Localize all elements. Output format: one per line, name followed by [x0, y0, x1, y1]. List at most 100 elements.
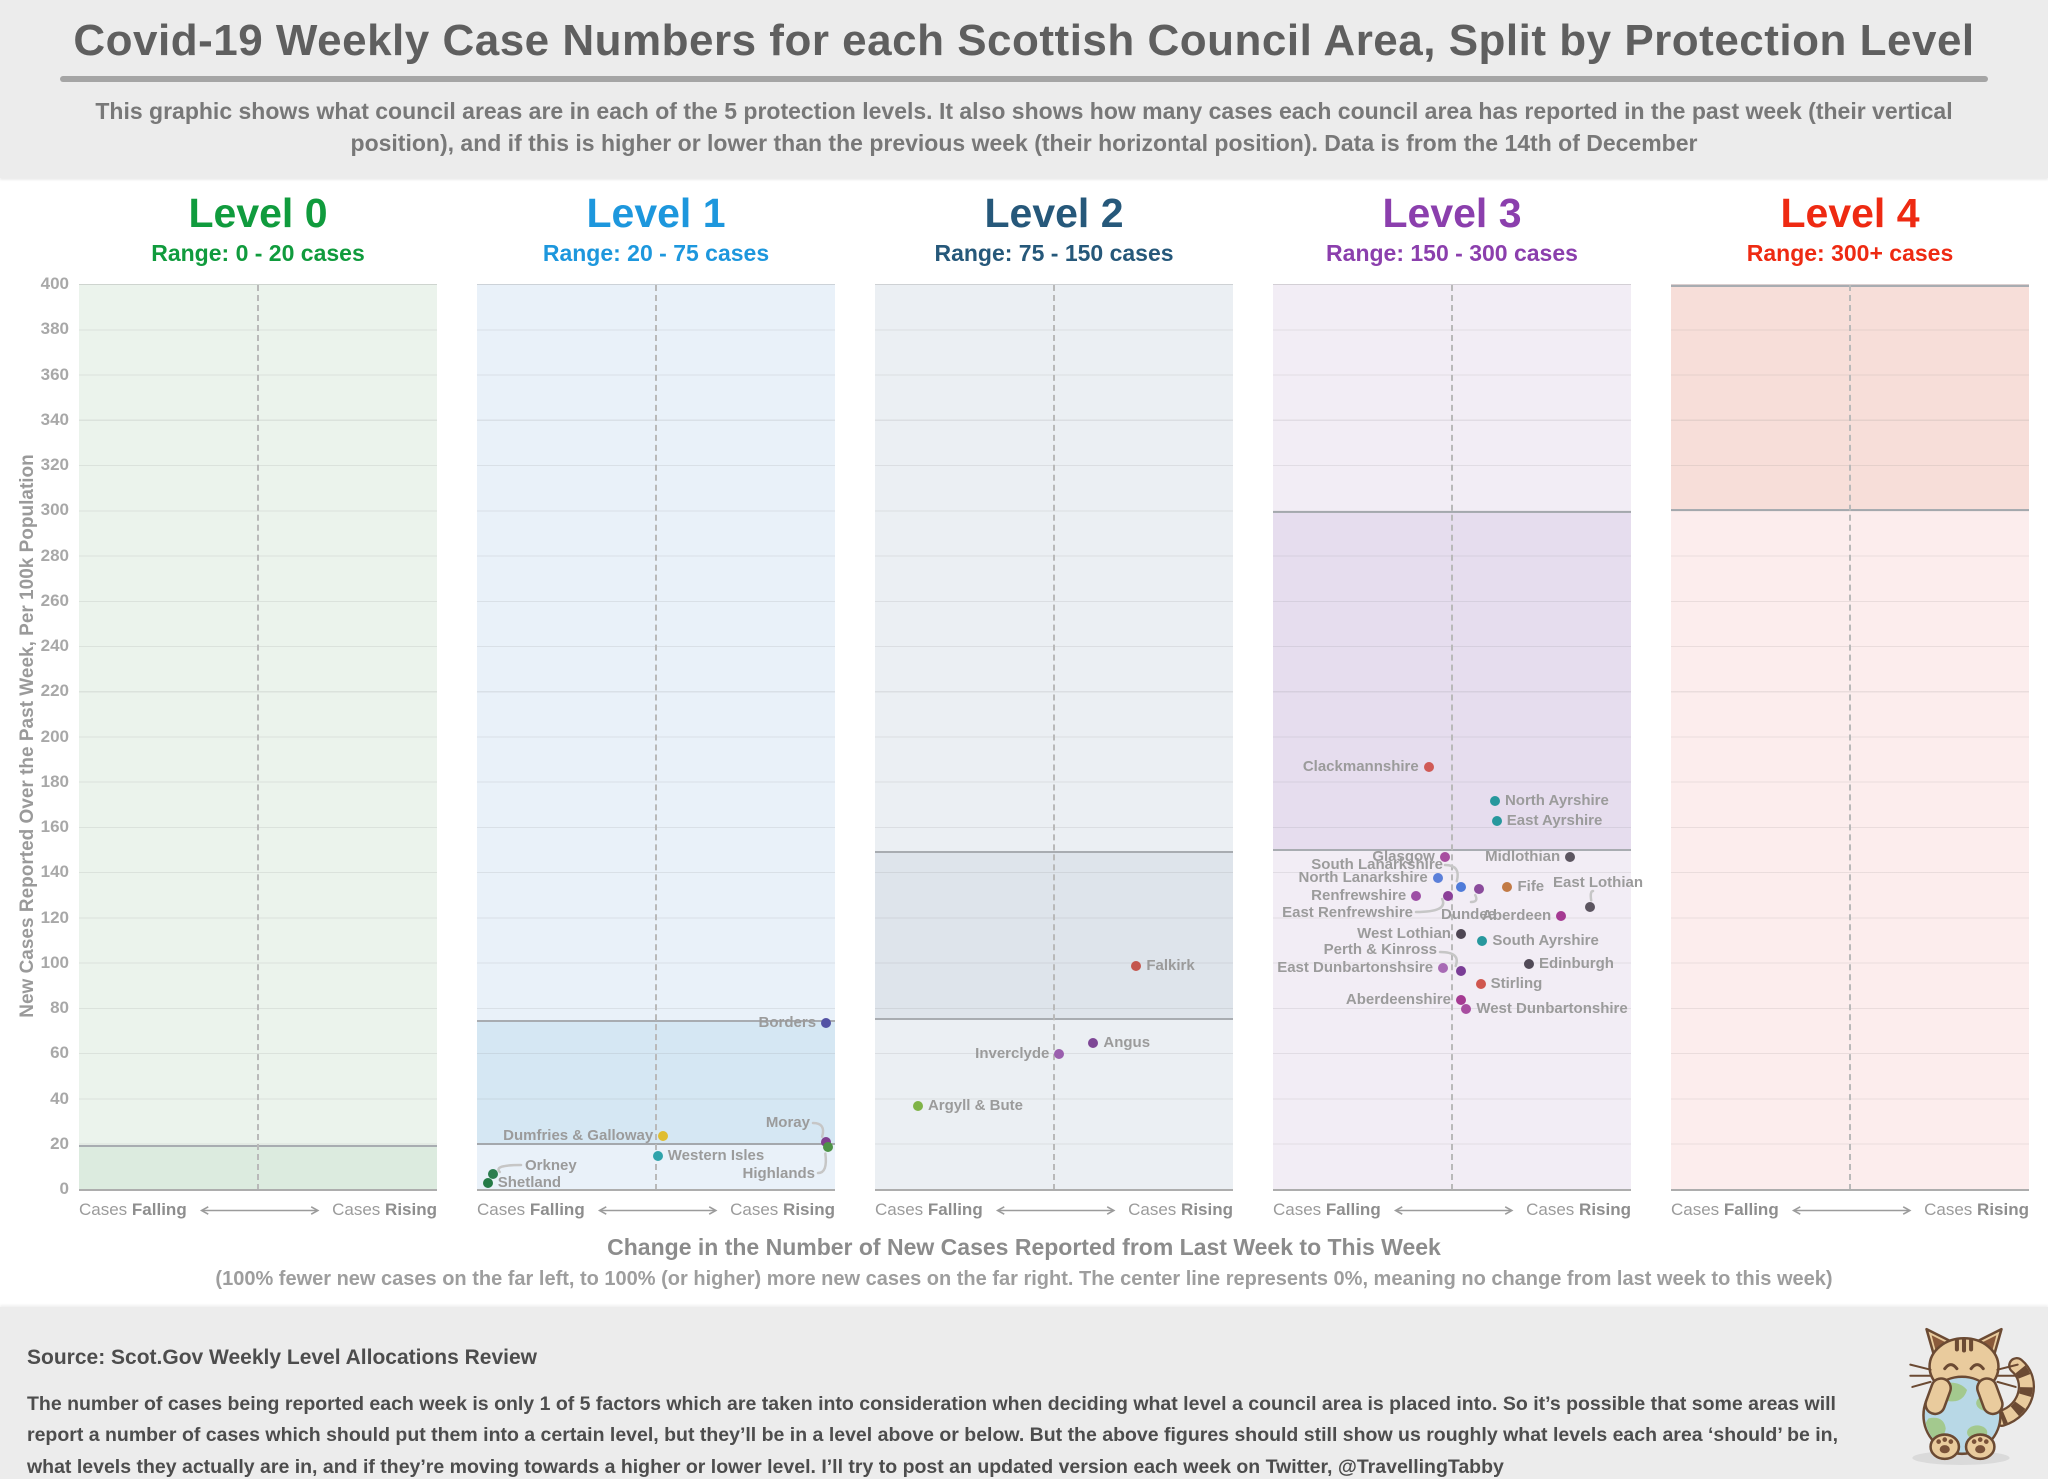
data-point-angus [1088, 1037, 1099, 1048]
label-dundee: Dundee [1441, 906, 1497, 923]
level-header-level-2: Level 2 Range: 75 - 150 cases [875, 190, 1233, 267]
panel-level-1: Borders Dumfries & Galloway Moray Highlands… [477, 284, 835, 1191]
level-header-level-1: Level 1 Range: 20 - 75 cases [477, 190, 835, 267]
x-axis-line [477, 1189, 835, 1191]
data-point-stirling [1475, 979, 1486, 990]
y-tick-0: 0 [59, 1179, 69, 1198]
level-title: Level 0 [188, 190, 328, 236]
level-range: Range: 300+ cases [1746, 240, 1954, 266]
y-tick-400: 400 [40, 274, 69, 293]
data-point-perth-kinross [1455, 965, 1466, 976]
label-renfrewshire: Renfrewshire [1311, 886, 1407, 904]
panel-level-3: Clackmannshire North Ayrshire East Ayrshir… [1273, 284, 1643, 1191]
data-point-inverclyde [1054, 1049, 1065, 1060]
cases-falling-label: Cases Falling [875, 1200, 983, 1219]
level-header-level-3: Level 3 Range: 150 - 300 cases [1273, 190, 1631, 267]
cases-rising-label: Cases Rising [1924, 1200, 2029, 1219]
x-axis-line [875, 1189, 1233, 1191]
y-tick-120: 120 [40, 907, 69, 927]
data-point-orkney [488, 1169, 499, 1180]
level-range: Range: 0 - 20 cases [151, 240, 365, 266]
data-point-north-lanarkshire [1432, 872, 1443, 883]
y-tick-180: 180 [40, 771, 69, 791]
data-point-clackmannshire [1423, 761, 1434, 772]
label-south-lanarkshire: South Lanarkshire [1311, 856, 1443, 873]
level-range: Range: 20 - 75 cases [542, 240, 770, 266]
x-axis-title: Change in the Number of New Cases Report… [607, 1234, 1441, 1260]
y-tick-80: 80 [50, 998, 69, 1017]
level-title: Level 3 [1382, 190, 1522, 236]
data-point-west-lothian [1455, 929, 1466, 940]
y-tick-300: 300 [40, 500, 69, 520]
label-east-ayrshire: East Ayrshire [1506, 812, 1603, 830]
label-clackmannshire: Clackmannshire [1302, 757, 1419, 775]
label-western-isles: Western Isles [667, 1147, 765, 1165]
data-point-south-lanarkshire [1455, 881, 1466, 892]
panel-level-2: Falkirk Angus Inverclyde Argyll & Bute [875, 284, 1233, 1191]
y-tick-160: 160 [40, 817, 69, 836]
page-subtitle: This graphic shows what council areas ar… [95, 98, 1953, 156]
cases-rising-label: Cases Rising [1128, 1200, 1233, 1219]
label-east-dunbartonshsire: East Dunbartonshsire [1277, 959, 1434, 977]
y-tick-340: 340 [40, 409, 69, 429]
y-tick-100: 100 [40, 952, 69, 972]
label-aberdeenshire: Aberdeenshire [1345, 990, 1451, 1008]
y-tick-40: 40 [50, 1088, 69, 1108]
y-tick-20: 20 [50, 1133, 69, 1153]
label-argyll-bute: Argyll & Bute [927, 1097, 1023, 1115]
label-dumfries-galloway: Dumfries & Galloway [503, 1126, 654, 1144]
title-divider [60, 76, 1988, 82]
y-tick-360: 360 [40, 364, 69, 384]
panel-level-4 [1671, 284, 2029, 1191]
label-south-ayrshire: South Ayrshire [1492, 932, 1599, 950]
y-tick-380: 380 [40, 319, 69, 339]
label-angus: Angus [1103, 1033, 1151, 1051]
x-axis-line [79, 1189, 437, 1191]
double-arrow-icon [995, 1205, 1116, 1215]
data-point-western-isles [652, 1151, 663, 1162]
cases-falling-label: Cases Falling [79, 1200, 187, 1219]
data-point-falkirk [1131, 961, 1142, 971]
label-perth-kinross: Perth & Kinross [1323, 941, 1437, 958]
footer-body: The number of cases being reported each … [27, 1392, 1838, 1478]
data-point-borders [821, 1017, 832, 1028]
label-inverclyde: Inverclyde [975, 1045, 1050, 1063]
header: Covid-19 Weekly Case Numbers for each Sc… [0, 0, 2048, 178]
data-point-aberdeenshire [1455, 994, 1466, 1005]
data-point-midlothian [1565, 852, 1576, 863]
source-text: Source: Scot.Gov Weekly Level Allocation… [27, 1346, 538, 1369]
level-title: Level 4 [1780, 190, 1920, 236]
direction-row-level-4: Cases Falling Cases Rising [1671, 1198, 2029, 1222]
cases-rising-label: Cases Rising [730, 1200, 835, 1219]
direction-row-level-2: Cases Falling Cases Rising [875, 1198, 1233, 1222]
zero-change-line [1451, 285, 1453, 1190]
y-tick-220: 220 [40, 681, 69, 701]
double-arrow-icon [597, 1205, 718, 1215]
data-point-north-ayrshire [1489, 795, 1500, 806]
label-aberdeen: Aberdeen [1482, 907, 1552, 925]
label-highlands: Highlands [742, 1165, 815, 1182]
label-east-renfrewshire: East Renfrewshire [1282, 904, 1413, 921]
data-point-aberdeen [1556, 911, 1567, 922]
data-point-glasgow [1439, 852, 1450, 863]
label-north-lanarkshire: North Lanarkshire [1298, 868, 1428, 886]
cat-hugging-globe-icon [1909, 1327, 2035, 1465]
x-axis-line [1671, 1189, 2029, 1191]
level-title: Level 1 [586, 190, 726, 236]
zero-change-line [257, 285, 259, 1190]
cases-falling-label: Cases Falling [477, 1200, 585, 1219]
y-tick-280: 280 [40, 545, 69, 565]
data-point-edinburgh [1523, 958, 1534, 969]
level-range: Range: 75 - 150 cases [934, 240, 1174, 266]
y-tick-60: 60 [50, 1043, 69, 1063]
y-tick-320: 320 [40, 455, 69, 474]
label-north-ayrshire: North Ayrshire [1504, 791, 1609, 809]
label-fife: Fife [1517, 877, 1545, 895]
level-header-level-4: Level 4 Range: 300+ cases [1671, 190, 2029, 267]
data-point-east-lothian [1584, 902, 1595, 913]
level-header-level-0: Level 0 Range: 0 - 20 cases [79, 190, 437, 267]
label-midlothian: Midlothian [1485, 848, 1561, 866]
cases-falling-label: Cases Falling [1671, 1200, 1779, 1219]
double-arrow-icon [1791, 1205, 1912, 1215]
